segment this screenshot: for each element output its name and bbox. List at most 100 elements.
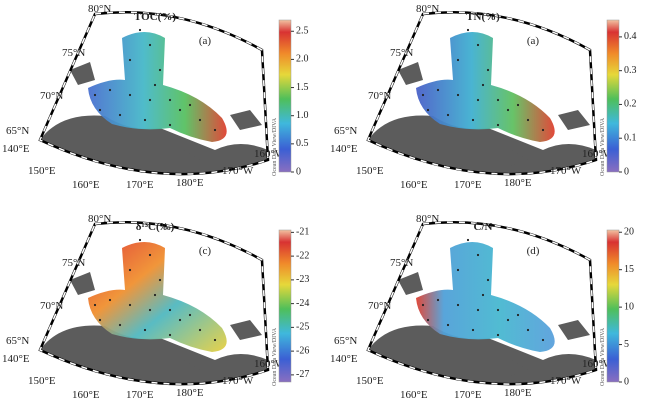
lat-label: 80°N (88, 213, 111, 225)
station (476, 43, 480, 47)
station (198, 118, 202, 122)
lon-label: 160°E (72, 389, 100, 401)
lon-label: 170°W (550, 165, 582, 177)
station (108, 88, 112, 92)
station (476, 253, 480, 257)
station (496, 333, 500, 337)
data-field (88, 242, 227, 352)
lon-label: 160°E (400, 179, 428, 191)
lat-label: 70°N (40, 90, 63, 102)
colorbar-tick-label: 0 (624, 166, 629, 177)
lat-label: 75°N (390, 47, 413, 59)
lon-label: 170°E (126, 179, 154, 191)
station (148, 98, 152, 102)
map-title: δ¹³C(‰) (136, 221, 175, 233)
panel-label: (a) (199, 35, 212, 47)
data-field (88, 32, 227, 142)
land (398, 62, 590, 170)
lat-label: 80°N (88, 3, 111, 15)
map-title: C/N (474, 221, 493, 233)
map-frame-dash (367, 11, 597, 175)
colorbar-tick-label: -23 (296, 274, 309, 285)
station (148, 43, 152, 47)
lat-label: 65°N (6, 335, 29, 347)
lon-label: 160°W (582, 358, 614, 370)
station (446, 323, 450, 327)
station (506, 318, 510, 322)
colorbar-tick-label: 0.3 (624, 65, 637, 76)
station (98, 108, 102, 112)
lon-label: 170°E (126, 389, 154, 401)
colorbar-tick-label: 2.0 (296, 54, 309, 65)
colorbar-tick-label: 0.4 (624, 31, 637, 42)
lon-label: 170°E (454, 389, 482, 401)
station (436, 88, 440, 92)
station (188, 103, 192, 107)
lon-label: 140°E (330, 143, 358, 155)
station (476, 308, 480, 312)
station (516, 103, 520, 107)
land (398, 272, 590, 380)
station (456, 268, 460, 272)
data-field (416, 242, 555, 352)
station (526, 328, 530, 332)
lon-label: 140°E (330, 353, 358, 365)
credit: Ocean Data View/DIVA (600, 327, 606, 386)
station (426, 108, 430, 112)
station (108, 298, 112, 302)
lat-label: 65°N (334, 125, 357, 137)
station (188, 313, 192, 317)
map-panel: TN(%) (a) 80°N 75°N 70°N 65°N 140°E 150°E 160°E 1… (330, 3, 637, 191)
credit: Ocean Data View/DIVA (600, 117, 606, 176)
lon-label: 170°W (550, 375, 582, 387)
station (93, 93, 97, 97)
station (541, 338, 545, 342)
land (368, 115, 596, 175)
station (138, 28, 142, 32)
lat-label: 75°N (62, 257, 85, 269)
station (496, 308, 500, 312)
lon-label: 170°E (454, 179, 482, 191)
station (481, 83, 485, 87)
station (421, 93, 425, 97)
station (476, 98, 480, 102)
station (168, 123, 172, 127)
colorbar (606, 229, 620, 383)
station (198, 328, 202, 332)
colorbar-tick-label: 0 (296, 166, 301, 177)
colorbar-tick-label: -22 (296, 250, 309, 261)
map-frame-dash (39, 11, 269, 175)
lon-label: 160°E (72, 179, 100, 191)
station (496, 123, 500, 127)
lon-label: 150°E (356, 165, 384, 177)
lon-label: 180°E (504, 177, 532, 189)
colorbar-tick-label: 10 (624, 301, 634, 312)
lon-label: 160°W (582, 148, 614, 160)
station (526, 118, 530, 122)
lon-label: 170°W (222, 375, 254, 387)
station (426, 318, 430, 322)
lon-label: 140°E (2, 353, 30, 365)
station (471, 328, 475, 332)
station (486, 278, 490, 282)
credit: Ocean Data View/DIVA (272, 327, 278, 386)
lat-label: 70°N (368, 300, 391, 312)
station (168, 98, 172, 102)
station (486, 68, 490, 72)
map-panel: TOC(%) (a) 80°N 75°N 70°N 65°N 140°E 150°E 160°E… (2, 3, 309, 191)
station (138, 238, 142, 242)
station (143, 118, 147, 122)
station (98, 318, 102, 322)
station (213, 128, 217, 132)
panel-label: (d) (527, 245, 540, 257)
lon-label: 180°E (176, 177, 204, 189)
station (456, 58, 460, 62)
map-title: TN(%) (466, 11, 500, 23)
colorbar-tick-label: -26 (296, 345, 309, 356)
land (40, 325, 268, 385)
station (148, 253, 152, 257)
colorbar-tick-label: -25 (296, 322, 309, 333)
lon-label: 150°E (356, 375, 384, 387)
lon-label: 140°E (2, 143, 30, 155)
panel-label: (c) (199, 245, 212, 257)
